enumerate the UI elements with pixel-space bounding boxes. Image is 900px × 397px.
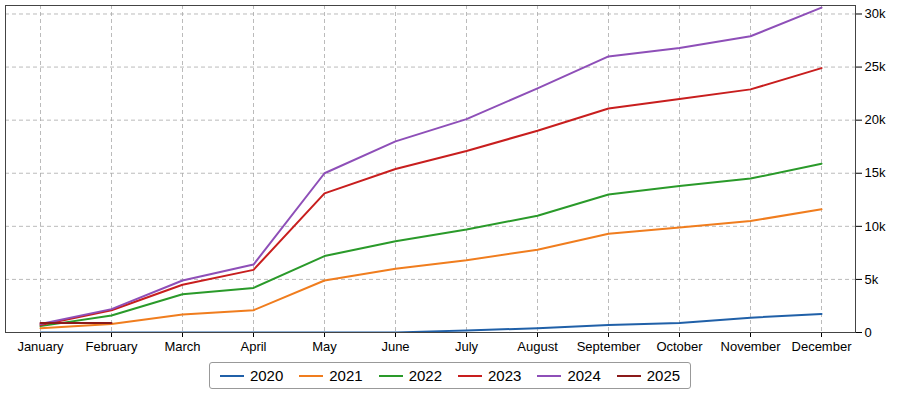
svg-text:30k: 30k — [865, 6, 886, 21]
svg-text:December: December — [792, 339, 853, 354]
svg-text:10k: 10k — [865, 218, 886, 233]
svg-text:February: February — [85, 339, 138, 354]
svg-text:June: June — [381, 339, 409, 354]
svg-text:January: January — [17, 339, 64, 354]
svg-text:October: October — [656, 339, 703, 354]
html-text:2022: 2022 — [408, 367, 442, 384]
html-text:2025: 2025 — [646, 367, 681, 384]
svg-text:April: April — [240, 339, 266, 354]
html-text:2021: 2021 — [329, 367, 363, 384]
svg-text:15k: 15k — [865, 165, 886, 180]
html-text:2020: 2020 — [249, 367, 284, 384]
svg-text:August: August — [517, 339, 558, 354]
html-text:2024: 2024 — [567, 367, 601, 384]
svg-text:March: March — [164, 339, 200, 354]
svg-text:0: 0 — [865, 325, 872, 340]
svg-text:May: May — [312, 339, 337, 354]
svg-text:5k: 5k — [865, 272, 879, 287]
svg-text:September: September — [577, 339, 641, 354]
svg-text:20k: 20k — [865, 112, 886, 127]
svg-text:November: November — [721, 339, 782, 354]
svg-text:July: July — [455, 339, 479, 354]
svg-text:25k: 25k — [865, 59, 886, 74]
html-text:2023: 2023 — [488, 367, 522, 384]
